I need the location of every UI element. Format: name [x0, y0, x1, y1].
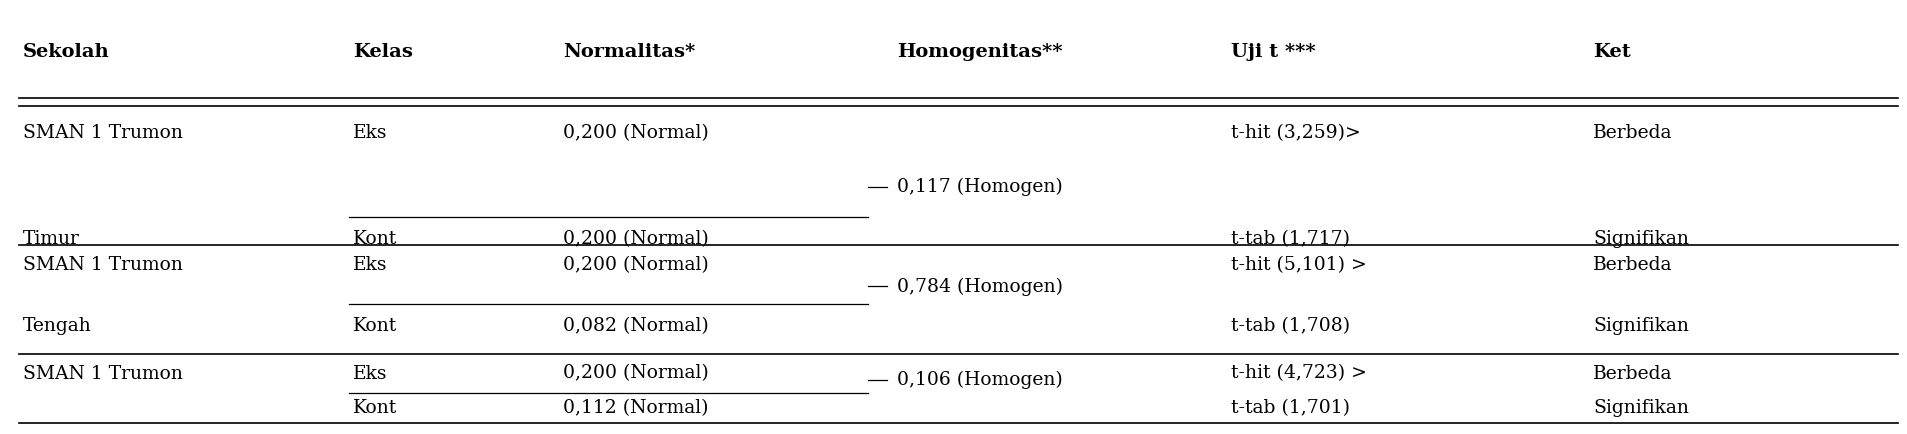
Text: t-tab (1,717): t-tab (1,717) [1230, 230, 1348, 248]
Text: Signifikan: Signifikan [1592, 317, 1688, 335]
Text: Eks: Eks [353, 256, 387, 274]
Text: Sekolah: Sekolah [23, 43, 109, 61]
Text: t-tab (1,701): t-tab (1,701) [1230, 399, 1348, 417]
Text: Berbeda: Berbeda [1592, 365, 1672, 382]
Text: Berbeda: Berbeda [1592, 124, 1672, 141]
Text: 0,106 (Homogen): 0,106 (Homogen) [896, 371, 1062, 389]
Text: Homogenitas**: Homogenitas** [896, 43, 1062, 61]
Text: t-hit (4,723) >: t-hit (4,723) > [1230, 365, 1365, 382]
Text: 0,200 (Normal): 0,200 (Normal) [563, 124, 707, 141]
Text: SMAN 1 Trumon: SMAN 1 Trumon [23, 365, 183, 382]
Text: 0,200 (Normal): 0,200 (Normal) [563, 230, 707, 248]
Text: Kont: Kont [353, 399, 397, 417]
Text: Ket: Ket [1592, 43, 1630, 61]
Text: Signifikan: Signifikan [1592, 399, 1688, 417]
Text: t-tab (1,708): t-tab (1,708) [1230, 317, 1348, 335]
Text: 0,784 (Homogen): 0,784 (Homogen) [896, 277, 1062, 296]
Text: Berbeda: Berbeda [1592, 256, 1672, 274]
Text: 0,082 (Normal): 0,082 (Normal) [563, 317, 707, 335]
Text: Kont: Kont [353, 317, 397, 335]
Text: SMAN 1 Trumon: SMAN 1 Trumon [23, 256, 183, 274]
Text: Eks: Eks [353, 124, 387, 141]
Text: Signifikan: Signifikan [1592, 230, 1688, 248]
Text: Eks: Eks [353, 365, 387, 382]
Text: 0,200 (Normal): 0,200 (Normal) [563, 256, 707, 274]
Text: t-hit (3,259)>: t-hit (3,259)> [1230, 124, 1360, 141]
Text: Normalitas*: Normalitas* [563, 43, 694, 61]
Text: SMAN 1 Trumon: SMAN 1 Trumon [23, 124, 183, 141]
Text: 0,200 (Normal): 0,200 (Normal) [563, 365, 707, 382]
Text: 0,117 (Homogen): 0,117 (Homogen) [896, 178, 1062, 196]
Text: Kelas: Kelas [353, 43, 412, 61]
Text: Uji t ***: Uji t *** [1230, 43, 1314, 61]
Text: t-hit (5,101) >: t-hit (5,101) > [1230, 256, 1365, 274]
Text: 0,112 (Normal): 0,112 (Normal) [563, 399, 707, 417]
Text: Timur: Timur [23, 230, 80, 248]
Text: Kont: Kont [353, 230, 397, 248]
Text: Tengah: Tengah [23, 317, 92, 335]
